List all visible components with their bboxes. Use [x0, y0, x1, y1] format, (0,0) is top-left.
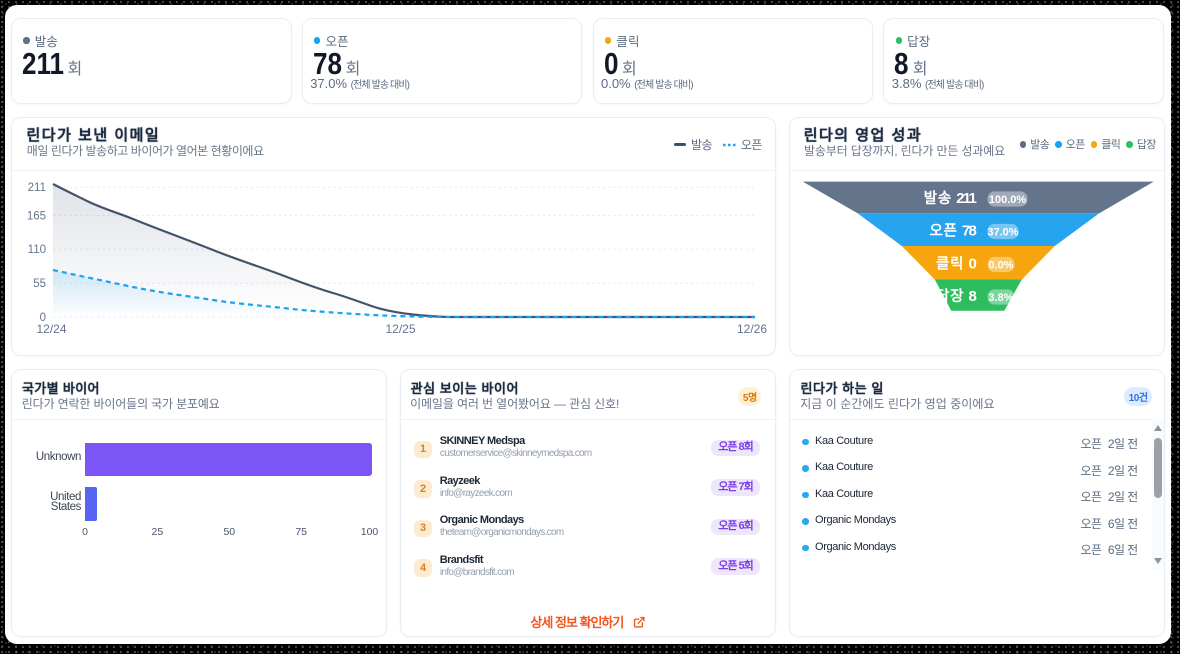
svg-text:55: 55 [33, 278, 46, 290]
svg-text:12/25: 12/25 [386, 322, 416, 336]
svg-text:100.0%: 100.0% [989, 194, 1027, 206]
svg-text:12/26: 12/26 [737, 322, 767, 336]
svg-text:37.0%: 37.0% [988, 226, 1019, 238]
svg-text:0.0%: 0.0% [989, 259, 1014, 271]
svg-text:발송 211: 발송 211 [924, 190, 977, 207]
svg-text:12/24: 12/24 [37, 322, 67, 336]
svg-text:211: 211 [28, 182, 46, 194]
svg-text:클릭 0: 클릭 0 [936, 255, 976, 273]
svg-text:3.8%: 3.8% [989, 292, 1014, 304]
svg-text:0: 0 [40, 312, 46, 324]
svg-text:오픈 78: 오픈 78 [930, 223, 977, 240]
svg-text:답장 8: 답장 8 [936, 287, 976, 305]
svg-text:165: 165 [27, 210, 46, 222]
svg-text:110: 110 [28, 244, 46, 256]
